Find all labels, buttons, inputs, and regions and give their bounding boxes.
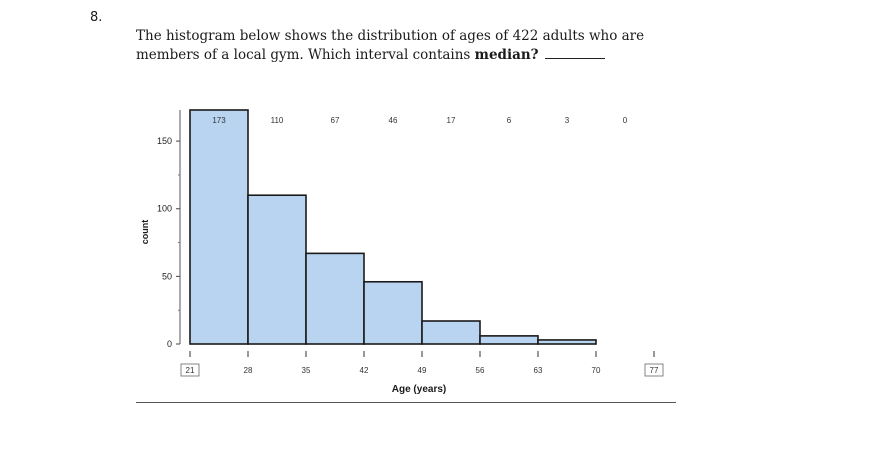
question-line-2: members of a local gym. Which interval c…	[136, 46, 736, 65]
x-tick-label: 35	[302, 366, 311, 375]
bar-value-label: 17	[447, 116, 456, 125]
y-tick-label: 50	[162, 271, 172, 281]
histogram-bar	[305, 252, 365, 345]
histogram-bar	[189, 109, 249, 345]
x-tick-label: 63	[534, 366, 543, 375]
question-emphasis: median?	[474, 47, 539, 63]
bar-value-label: 0	[623, 116, 628, 125]
histogram-bar	[421, 320, 481, 345]
histogram-bar	[247, 194, 307, 345]
x-tick-label: 56	[476, 366, 485, 375]
x-tick-label: 49	[418, 366, 427, 375]
x-axis-label: Age (years)	[392, 384, 446, 395]
x-tick-label-box	[180, 363, 200, 377]
x-tick-label: 21	[186, 366, 195, 375]
x-tick-label: 28	[244, 366, 253, 375]
x-tick-label: 70	[592, 366, 601, 375]
separator-line	[136, 402, 676, 403]
bar-value-label: 6	[507, 116, 512, 125]
x-tick-label: 42	[360, 366, 369, 375]
question-text: The histogram below shows the distributi…	[136, 27, 736, 65]
bar-value-label: 3	[565, 116, 570, 125]
x-tick-label: 77	[650, 366, 659, 375]
y-axis-label: count	[140, 220, 150, 245]
bar-value-label: 67	[331, 116, 340, 125]
question-line-2-text: members of a local gym. Which interval c…	[136, 47, 471, 63]
question-number: 8.	[90, 10, 103, 25]
y-tick-label: 100	[157, 204, 172, 214]
answer-blank[interactable]	[544, 46, 605, 59]
y-tick-label: 150	[157, 136, 172, 146]
y-tick-label: 0	[167, 339, 172, 349]
bar-value-label: 173	[212, 116, 226, 125]
x-tick-label-box	[644, 363, 664, 377]
question-line-1: The histogram below shows the distributi…	[136, 28, 645, 44]
bar-value-label: 46	[389, 116, 398, 125]
histogram-bar	[363, 280, 423, 345]
bar-value-label: 110	[271, 116, 284, 125]
histogram-bar	[479, 335, 539, 345]
histogram-bar	[537, 339, 597, 345]
